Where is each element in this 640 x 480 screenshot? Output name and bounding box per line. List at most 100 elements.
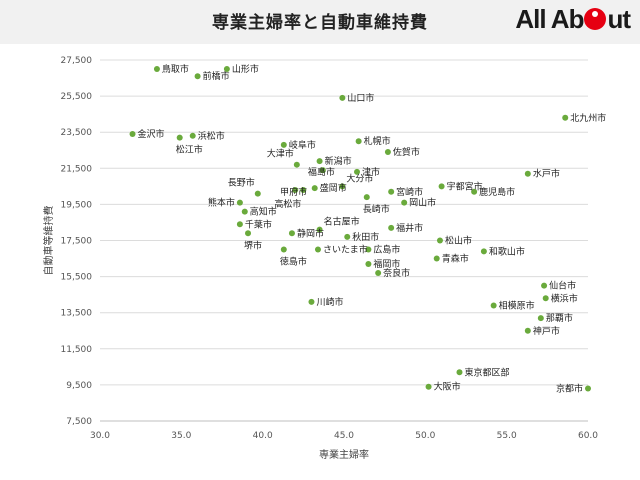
point-label: 津市 — [362, 166, 380, 178]
point-label: 甲府市 — [280, 186, 307, 198]
data-point — [314, 246, 321, 253]
data-point — [490, 302, 497, 309]
y-tick-label: 23,500 — [61, 128, 93, 138]
point-label: 長崎市 — [363, 203, 390, 215]
data-point — [245, 230, 252, 237]
x-tick-label: 50.0 — [415, 431, 435, 441]
point-label: 宇都宮市 — [447, 180, 483, 192]
data-point — [375, 269, 382, 276]
y-tick-label: 15,500 — [61, 273, 93, 283]
point-label: 大阪市 — [434, 381, 461, 393]
point-label: 水戸市 — [533, 168, 560, 180]
data-point — [537, 315, 544, 322]
data-point — [319, 167, 326, 174]
point-label: 和歌山市 — [489, 245, 525, 257]
logo-dot-icon — [584, 8, 607, 30]
x-tick-label: 60.0 — [578, 431, 598, 441]
data-point — [585, 385, 591, 392]
point-label: 宮崎市 — [396, 186, 423, 198]
data-point — [293, 161, 300, 168]
point-label: 堺市 — [244, 239, 262, 251]
data-point — [354, 168, 361, 175]
point-label: 鳥取市 — [162, 63, 189, 75]
point-label: 札幌市 — [364, 135, 391, 147]
allabout-logo: All Ab ut — [515, 4, 631, 34]
data-point — [480, 248, 487, 255]
point-label: 山口市 — [347, 92, 374, 104]
data-point — [524, 327, 531, 334]
point-label: 広島市 — [373, 244, 400, 256]
x-tick-label: 55.0 — [497, 431, 517, 441]
y-tick-label: 27,500 — [61, 56, 93, 66]
data-point — [339, 183, 346, 190]
y-axis-label: 自動車等維持費 — [42, 206, 55, 276]
point-label: 千葉市 — [245, 218, 272, 230]
data-point — [129, 131, 136, 138]
point-label: 京都市 — [556, 383, 583, 395]
point-label: 盛岡市 — [320, 182, 347, 194]
data-points — [129, 66, 591, 392]
data-point — [316, 158, 323, 165]
point-label: 那覇市 — [546, 312, 573, 324]
point-label: 福島市 — [308, 166, 335, 178]
point-label: 大津市 — [267, 148, 294, 160]
chart-header: 専業主婦率と自動車維持費 All Ab ut — [0, 0, 640, 44]
point-label: 仙台市 — [549, 280, 576, 292]
data-point — [308, 298, 315, 305]
point-label: 横浜市 — [551, 292, 578, 304]
point-label: 浜松市 — [198, 130, 225, 142]
point-label: 松山市 — [445, 235, 472, 247]
y-tick-label: 17,500 — [61, 237, 93, 247]
point-label: 秋田市 — [352, 231, 379, 243]
data-point — [436, 237, 443, 244]
point-label: さいたま市 — [323, 244, 368, 256]
data-point — [311, 185, 318, 192]
data-point — [388, 188, 395, 195]
data-point — [236, 221, 243, 228]
data-point — [280, 141, 287, 148]
point-label: 北九州市 — [570, 112, 606, 124]
chart-title: 専業主婦率と自動車維持費 — [212, 13, 428, 33]
data-point — [194, 73, 201, 80]
point-label: 高知市 — [250, 206, 277, 218]
point-label: 高松市 — [274, 198, 301, 210]
point-label: 神戸市 — [533, 325, 560, 337]
data-point — [292, 186, 299, 193]
x-tick-label: 40.0 — [253, 431, 273, 441]
y-tick-label: 19,500 — [61, 200, 93, 210]
x-axis-label: 専業主婦率 — [319, 448, 369, 461]
data-point — [363, 194, 370, 201]
point-label: 東京都区部 — [464, 366, 509, 378]
data-point — [524, 170, 531, 177]
data-point — [388, 224, 395, 231]
data-point — [316, 226, 323, 233]
data-point — [344, 233, 351, 240]
point-label: 川崎市 — [316, 296, 343, 308]
point-label: 青森市 — [442, 253, 469, 265]
data-point — [384, 149, 391, 156]
data-point — [433, 255, 440, 262]
data-point — [365, 246, 372, 253]
data-point — [438, 183, 445, 190]
point-label: 福井市 — [396, 222, 423, 234]
point-label: 奈良市 — [383, 267, 410, 279]
data-point — [365, 260, 372, 267]
data-point — [471, 188, 478, 195]
x-tick-label: 45.0 — [334, 431, 354, 441]
point-label: 長野市 — [228, 177, 255, 189]
data-point — [153, 66, 160, 73]
x-tick-label: 35.0 — [171, 431, 191, 441]
point-label: 岐阜市 — [289, 139, 316, 151]
data-point — [425, 383, 432, 390]
y-tick-label: 7,500 — [66, 417, 92, 427]
data-point — [280, 246, 287, 253]
data-point — [254, 190, 261, 197]
gridlines — [100, 59, 588, 422]
point-label: 金沢市 — [138, 128, 165, 140]
point-label: 熊本市 — [208, 197, 235, 209]
point-label: 鹿児島市 — [479, 186, 515, 198]
data-point — [176, 134, 183, 141]
point-label: 山形市 — [232, 63, 259, 75]
point-label: 徳島市 — [280, 256, 307, 268]
point-label: 岡山市 — [409, 197, 436, 209]
